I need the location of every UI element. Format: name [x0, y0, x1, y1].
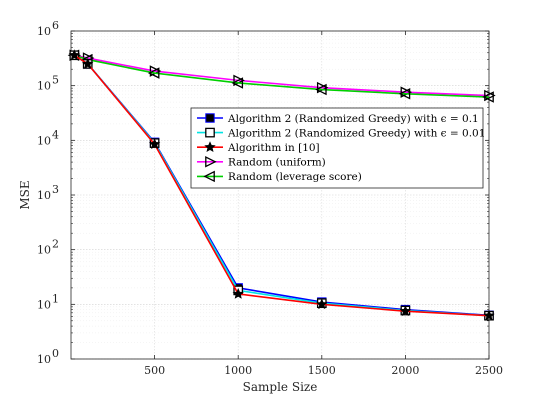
legend-label: Algorithm in [10]	[227, 142, 320, 154]
legend-marker	[204, 141, 216, 153]
data-point	[484, 89, 496, 102]
legend-box	[190, 107, 484, 189]
x-tick-label: 1500	[308, 364, 336, 377]
series-4	[69, 49, 496, 102]
y-tick-label: 10	[37, 25, 51, 38]
legend-entry: Algorithm 2 (Randomized Greedy) with ϵ =…	[197, 127, 485, 139]
y-tick-label-exponent: 2	[52, 238, 59, 251]
data-point	[82, 57, 94, 69]
legend-marker	[205, 127, 215, 138]
data-point	[148, 138, 161, 150]
data-point	[68, 49, 81, 61]
y-axis-label: MSE	[18, 180, 32, 209]
y-tick-label: 10	[37, 134, 51, 147]
data-point	[315, 83, 327, 96]
data-point	[399, 305, 412, 316]
legend: Algorithm 2 (Randomized Greedy) with ϵ =…	[190, 107, 485, 189]
y-tick-label-exponent: 1	[52, 292, 59, 305]
y-tick-label: 10	[37, 189, 51, 202]
series-line	[74, 54, 490, 97]
legend-entry: Algorithm in [10]	[197, 141, 320, 154]
x-tick-label: 500	[144, 364, 165, 377]
legend-label: Random (uniform)	[228, 157, 326, 169]
legend-entry: Random (leverage score)	[197, 170, 362, 183]
y-tick-label: 10	[37, 298, 51, 311]
y-tick-label-exponent: 6	[52, 19, 59, 32]
y-tick-label: 10	[37, 244, 51, 257]
data-point	[231, 77, 244, 89]
data-point	[316, 298, 328, 310]
y-tick-label-exponent: 3	[52, 183, 59, 196]
legend-marker	[205, 156, 217, 168]
y-tick-label: 10	[37, 80, 51, 93]
legend-entry: Random (uniform)	[197, 156, 326, 169]
series-group	[67, 49, 496, 321]
y-tick-label-exponent: 4	[52, 128, 59, 141]
legend-label: Algorithm 2 (Randomized Greedy) with ϵ =…	[227, 113, 479, 125]
legend-label: Random (leverage score)	[228, 171, 362, 183]
legend-entry: Algorithm 2 (Randomized Greedy) with ϵ =…	[197, 113, 479, 125]
data-point	[147, 67, 160, 79]
data-point	[232, 287, 244, 299]
grid	[71, 30, 490, 360]
series-3	[68, 49, 495, 321]
y-tick-label: 10	[37, 353, 51, 366]
data-point	[483, 309, 495, 321]
legend-label: Algorithm 2 (Randomized Greedy) with ϵ =…	[227, 127, 485, 139]
x-tick-label: 2000	[391, 364, 419, 377]
x-axis-label: Sample Size	[243, 380, 318, 394]
x-tick-label: 1000	[224, 364, 252, 377]
y-tick-label-exponent: 5	[52, 74, 59, 87]
legend-marker	[205, 113, 215, 123]
data-point	[482, 91, 494, 103]
data-point	[398, 88, 411, 100]
y-tick-label-exponent: 0	[52, 347, 59, 360]
legend-marker	[203, 170, 215, 183]
x-tick-label: 2500	[475, 364, 503, 377]
